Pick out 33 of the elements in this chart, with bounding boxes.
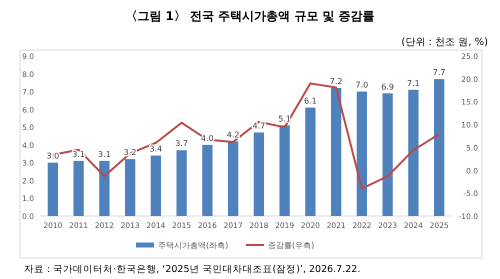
data-label: 4.7 — [252, 121, 266, 130]
legend-label: 증감률(우측) — [268, 241, 314, 250]
data-label: 7.0 — [356, 80, 368, 90]
data-label: 6.9 — [381, 82, 394, 92]
bar — [330, 88, 342, 216]
data-label: 7.1 — [407, 78, 420, 88]
bar — [48, 162, 58, 216]
bar — [73, 160, 84, 216]
bar — [305, 108, 316, 216]
bar — [150, 156, 162, 216]
bar — [356, 92, 368, 216]
chart-title: 〈그림 1〉 전국 주택시가총액 규모 및 증감률 — [125, 9, 375, 23]
chart-subtitle: (단위 : 천조 원, %) — [401, 37, 488, 48]
data-label: 3.4 — [150, 144, 162, 154]
data-label: 3.1 — [98, 150, 111, 159]
legend-label: 주택시가총액(좌측) — [158, 241, 228, 250]
bar — [228, 141, 238, 216]
bar — [279, 125, 290, 216]
data-label: 6.1 — [304, 96, 317, 106]
bar — [124, 159, 136, 216]
bar — [254, 132, 264, 216]
bar — [99, 160, 110, 216]
text: 자료 : 국가데이터처·한국은행, ‘2025년 국민대차대조표(잠정)’, 2026.7.22. — [24, 264, 360, 275]
bar — [382, 93, 393, 216]
data-label: 4.2 — [226, 130, 240, 140]
bar — [408, 90, 419, 216]
bar — [202, 144, 213, 216]
bar — [434, 79, 444, 216]
data-label: 7.2 — [330, 77, 342, 86]
bar — [176, 150, 187, 216]
data-label: 3.0 — [46, 152, 60, 161]
data-label: 7.7 — [432, 68, 446, 78]
data-label: 3.7 — [175, 139, 188, 148]
